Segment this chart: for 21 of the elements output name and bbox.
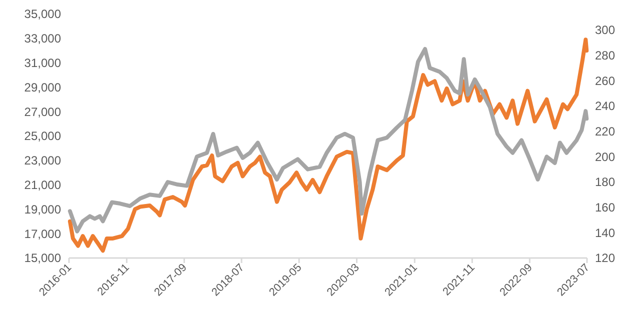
y-tick-label: 27,000 [24, 104, 62, 119]
y2-tick-label: 240 [595, 99, 616, 114]
y-tick-label: 21,000 [24, 178, 62, 192]
y-tick-label: 31,000 [24, 56, 62, 70]
y2-tick-label: 140 [595, 226, 616, 240]
y-tick-label: 23,000 [24, 154, 62, 168]
y2-tick-label: 300 [595, 23, 616, 38]
y-tick-label: 15,000 [24, 251, 62, 266]
y2-tick-label: 120 [595, 251, 616, 266]
y-tick-label: 33,000 [24, 32, 62, 46]
y2-tick-label: 180 [595, 175, 616, 190]
y2-tick-label: 200 [595, 150, 616, 164]
y2-tick-label: 280 [595, 48, 616, 63]
y-tick-label: 35,000 [24, 7, 62, 22]
y-tick-label: 19,000 [24, 202, 62, 216]
y2-tick-label: 220 [595, 124, 616, 139]
y2-tick-label: 160 [595, 200, 616, 215]
y-tick-label: 17,000 [24, 226, 62, 241]
y-tick-label: 25,000 [24, 129, 62, 144]
y2-tick-label: 260 [595, 74, 616, 88]
y-tick-label: 29,000 [24, 80, 62, 94]
